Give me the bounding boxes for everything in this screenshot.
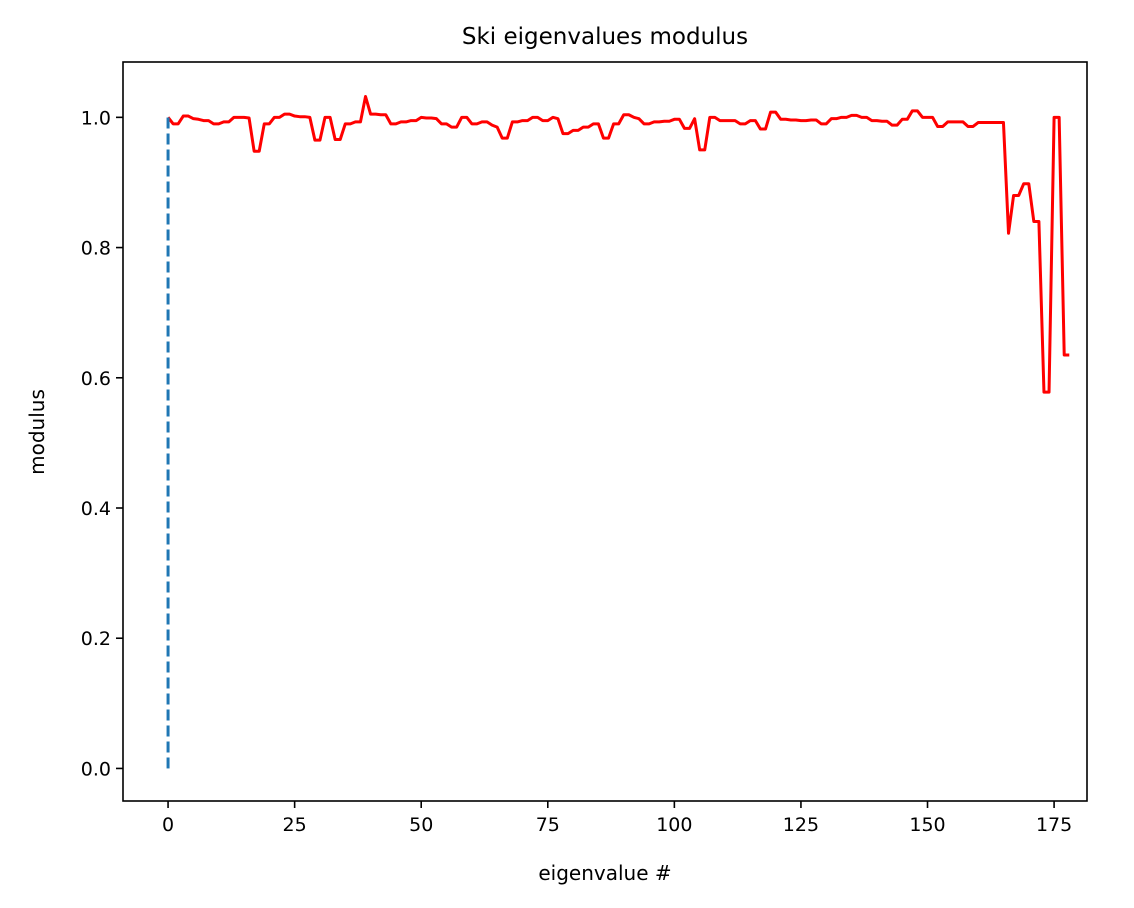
x-tick-label: 150 bbox=[909, 814, 945, 836]
y-tick-label: 0.2 bbox=[81, 628, 111, 650]
axes-frame bbox=[122, 61, 1088, 802]
chart-title: Ski eigenvalues modulus bbox=[462, 24, 748, 50]
data-line bbox=[166, 95, 1070, 394]
x-axis-label: eigenvalue # bbox=[538, 861, 671, 885]
y-axis-label: modulus bbox=[25, 389, 49, 475]
y-tick-label: 0.6 bbox=[81, 368, 111, 390]
x-tick-label: 25 bbox=[283, 814, 307, 836]
plot-area bbox=[123, 62, 1087, 801]
y-tick-label: 0.4 bbox=[81, 498, 111, 520]
y-tick-label: 0.8 bbox=[81, 238, 111, 260]
y-tick-label: 1.0 bbox=[81, 107, 111, 129]
x-tick-label: 50 bbox=[409, 814, 433, 836]
x-tick-label: 125 bbox=[783, 814, 819, 836]
x-tick-label: 100 bbox=[656, 814, 692, 836]
x-tick-label: 175 bbox=[1036, 814, 1072, 836]
x-tick-label: 75 bbox=[536, 814, 560, 836]
y-tick-label: 0.0 bbox=[81, 758, 111, 780]
plot-layer bbox=[166, 95, 1070, 769]
x-tick-label: 0 bbox=[162, 814, 174, 836]
